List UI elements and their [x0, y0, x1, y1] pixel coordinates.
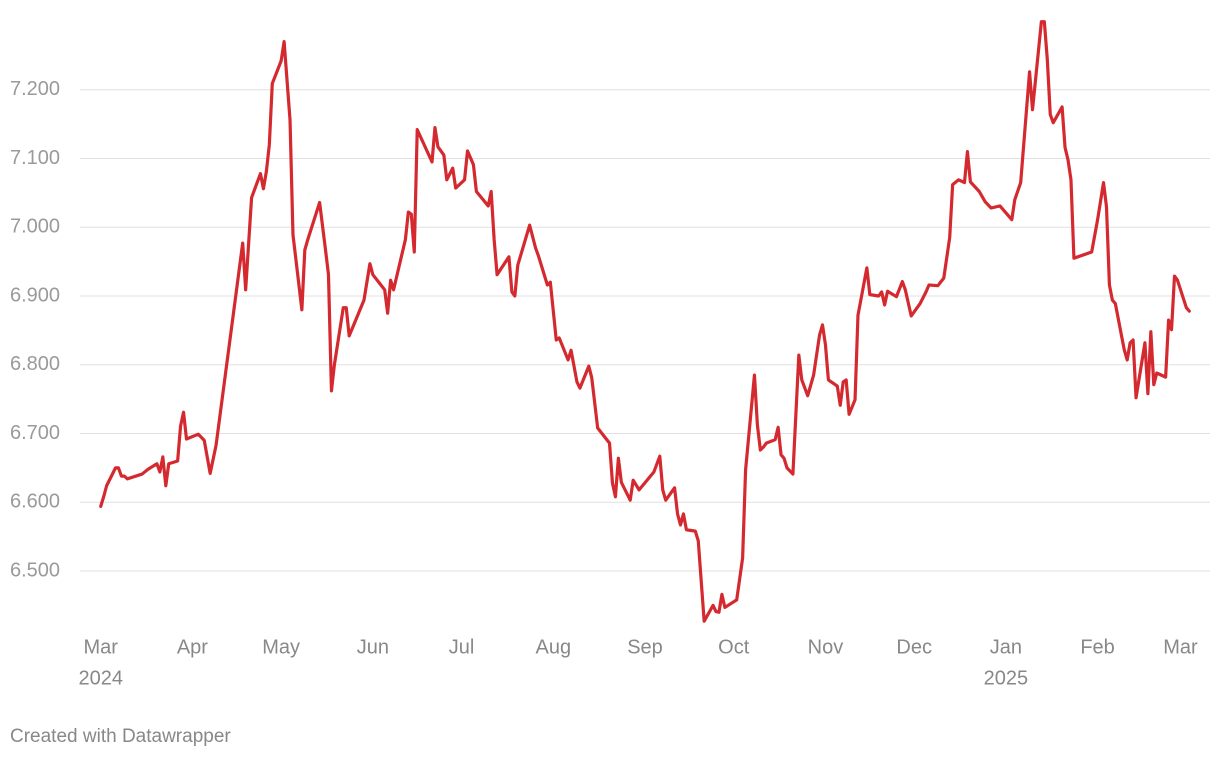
x-tick-label: Jun [357, 636, 389, 658]
x-tick-label: Feb [1080, 636, 1114, 658]
x-tick-label: Sep [627, 636, 663, 658]
x-tick-label: Dec [896, 636, 932, 658]
x-tick-label: Mar [83, 636, 118, 658]
x-tick-label: Apr [177, 636, 208, 658]
x-tick-label: Nov [808, 636, 844, 658]
y-tick-label: 6.500 [10, 559, 60, 581]
x-tick-label: Oct [718, 636, 750, 658]
y-tick-label: 6.900 [10, 284, 60, 306]
credit: Created with Datawrapper [10, 726, 231, 747]
line [99, 20, 1191, 623]
x-tick-label: Jul [449, 636, 475, 658]
x-tick-label: Mar [1163, 636, 1198, 658]
y-tick-label: 7.200 [10, 78, 60, 100]
y-tick-label: 7.100 [10, 147, 60, 169]
x-tick-sublabel: 2025 [984, 667, 1029, 689]
y-tick-label: 6.700 [10, 422, 60, 444]
y-tick-label: 6.600 [10, 491, 60, 513]
x-tick-label: Aug [536, 636, 572, 658]
x-tick-sublabel: 2024 [78, 667, 123, 689]
x-tick-label: May [262, 636, 300, 658]
y-tick-label: 6.800 [10, 353, 60, 375]
x-tick-label: Jan [990, 636, 1022, 658]
y-tick-label: 7.000 [10, 216, 60, 238]
